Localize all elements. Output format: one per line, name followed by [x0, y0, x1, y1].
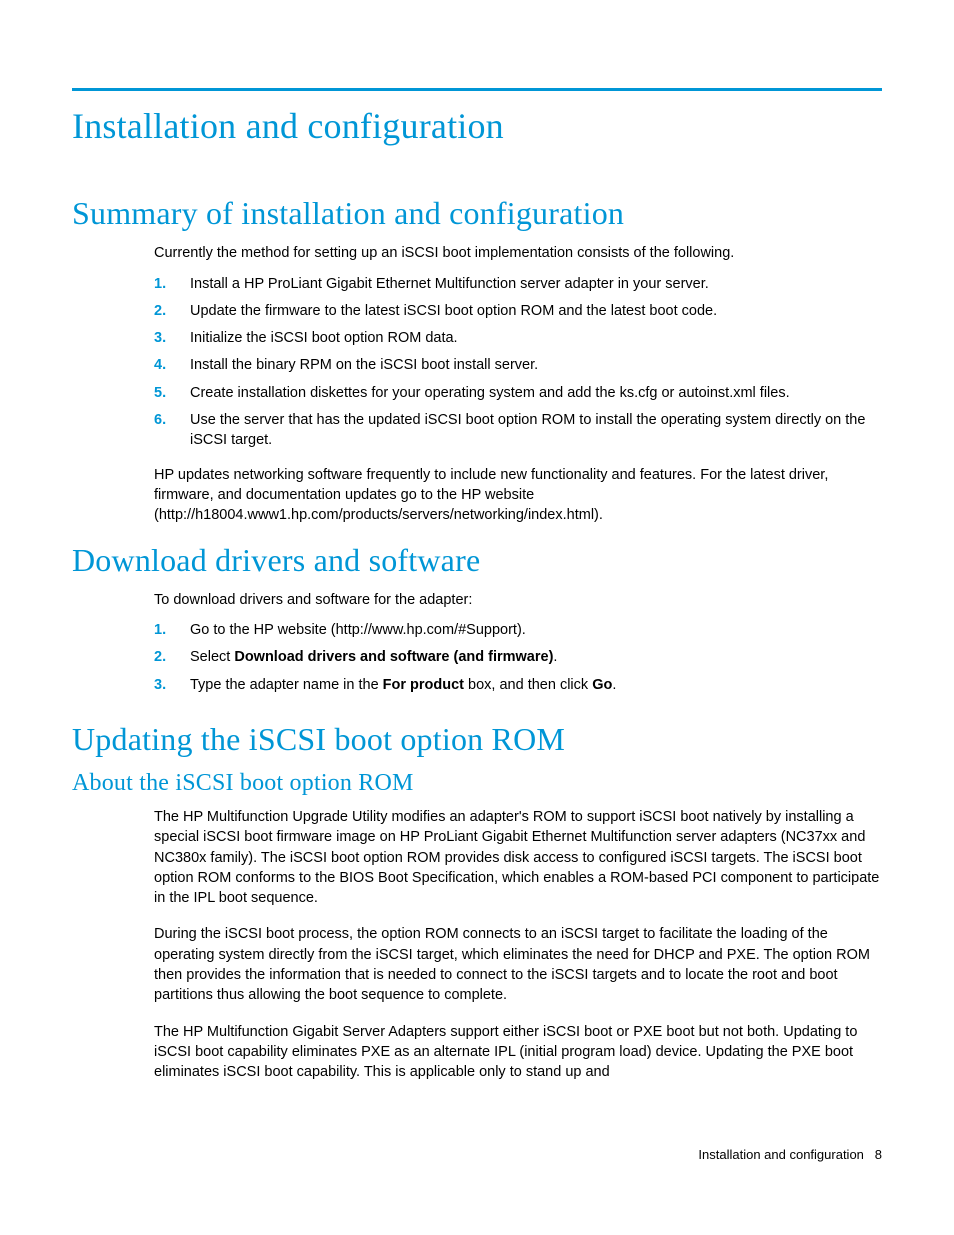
list-item: Create installation diskettes for your o…	[154, 383, 882, 403]
summary-steps-list: Install a HP ProLiant Gigabit Ethernet M…	[154, 274, 882, 451]
updating-p3: The HP Multifunction Gigabit Server Adap…	[154, 1022, 882, 1083]
list-item: Type the adapter name in the For product…	[154, 675, 882, 695]
step3-pre: Type the adapter name in the	[190, 677, 383, 693]
list-item: Update the firmware to the latest iSCSI …	[154, 301, 882, 321]
step2-bold: Download drivers and software (and firmw…	[234, 649, 553, 665]
footer-label: Installation and configuration	[698, 1147, 864, 1162]
summary-body: Currently the method for setting up an i…	[154, 244, 882, 526]
download-body: To download drivers and software for the…	[154, 591, 882, 695]
updating-p1: The HP Multifunction Upgrade Utility mod…	[154, 807, 882, 908]
list-item: Use the server that has the updated iSCS…	[154, 410, 882, 451]
footer-page-number: 8	[875, 1147, 882, 1162]
page-footer: Installation and configuration 8	[72, 1147, 882, 1162]
document-page: Installation and configuration Summary o…	[0, 0, 954, 1202]
page-title: Installation and configuration	[72, 105, 882, 147]
top-rule	[72, 88, 882, 91]
list-item: Install the binary RPM on the iSCSI boot…	[154, 355, 882, 375]
updating-p2: During the iSCSI boot process, the optio…	[154, 924, 882, 1005]
list-item: Install a HP ProLiant Gigabit Ethernet M…	[154, 274, 882, 294]
step3-bold2: Go	[592, 677, 612, 693]
download-heading: Download drivers and software	[72, 542, 882, 579]
download-intro: To download drivers and software for the…	[154, 591, 882, 611]
updating-heading: Updating the iSCSI boot option ROM	[72, 721, 882, 758]
list-item: Select Download drivers and software (an…	[154, 647, 882, 667]
updating-body: The HP Multifunction Upgrade Utility mod…	[154, 807, 882, 1083]
step3-mid: box, and then click	[464, 677, 592, 693]
list-item: Initialize the iSCSI boot option ROM dat…	[154, 328, 882, 348]
step2-post: .	[553, 649, 557, 665]
summary-note: HP updates networking software frequentl…	[154, 465, 882, 526]
about-subheading: About the iSCSI boot option ROM	[72, 770, 882, 797]
step2-pre: Select	[190, 649, 234, 665]
step3-bold1: For product	[383, 677, 464, 693]
list-item: Go to the HP website (http://www.hp.com/…	[154, 620, 882, 640]
download-steps-list: Go to the HP website (http://www.hp.com/…	[154, 620, 882, 695]
summary-heading: Summary of installation and configuratio…	[72, 195, 882, 232]
step3-post: .	[612, 677, 616, 693]
summary-intro: Currently the method for setting up an i…	[154, 244, 882, 264]
